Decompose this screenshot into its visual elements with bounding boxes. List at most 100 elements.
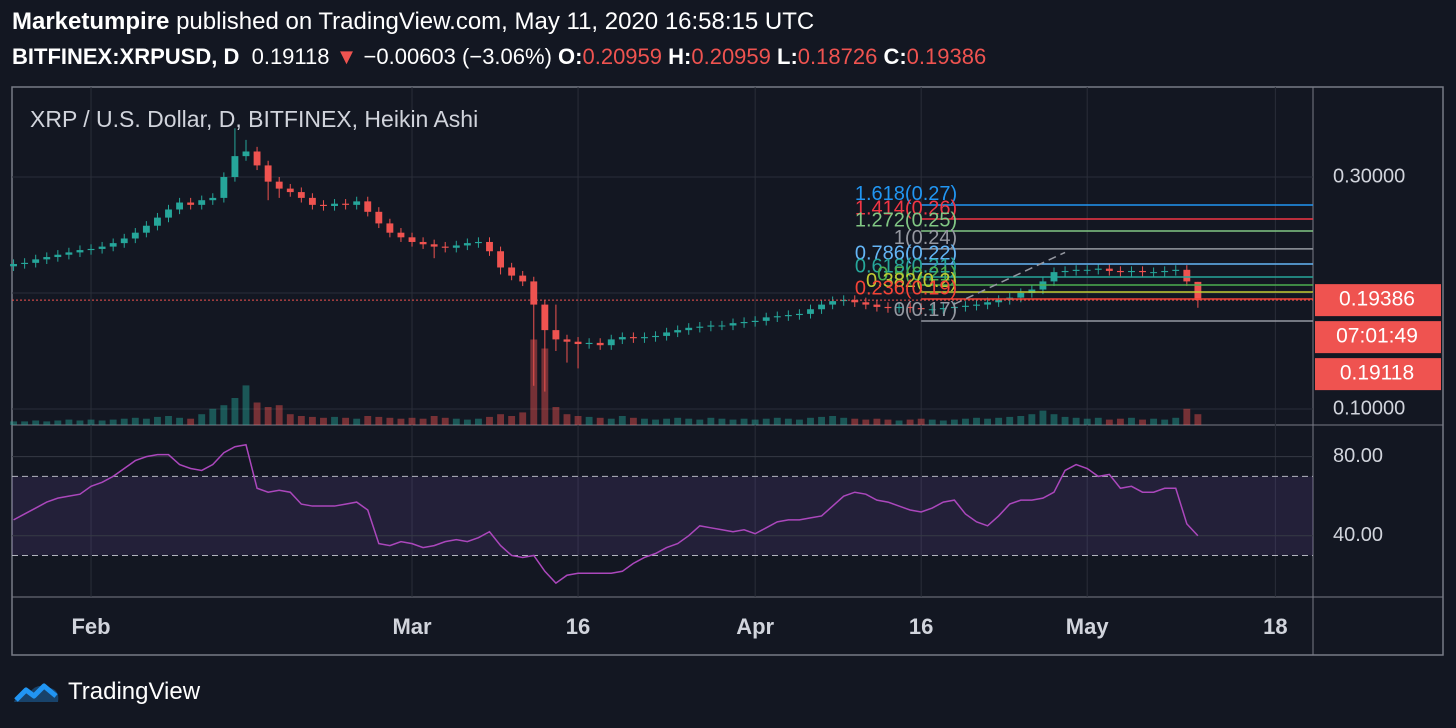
close: 0.19386 bbox=[906, 44, 987, 69]
volume-bar bbox=[486, 416, 493, 425]
candle-body bbox=[452, 245, 460, 248]
candle-body bbox=[652, 335, 659, 338]
published: published on TradingView.com, May 11, 20… bbox=[176, 8, 815, 35]
candle-body bbox=[264, 165, 272, 182]
volume-bar bbox=[242, 385, 250, 425]
candle-body bbox=[862, 302, 870, 305]
volume-bar bbox=[574, 416, 582, 425]
volume-bar bbox=[32, 420, 40, 425]
candle-body bbox=[740, 321, 748, 324]
candle-body bbox=[917, 308, 925, 310]
fib-label: 0.5(0.21) bbox=[877, 263, 957, 285]
change: −0.00603 (−3.06%) bbox=[363, 44, 552, 69]
candle-body bbox=[430, 244, 438, 247]
candle-body bbox=[1105, 268, 1113, 271]
volume-bar bbox=[906, 419, 914, 425]
volume-bar bbox=[342, 417, 350, 425]
volume-bar bbox=[142, 418, 150, 425]
x-tick-label: 16 bbox=[909, 614, 933, 639]
volume-bar bbox=[187, 418, 195, 425]
candle-body bbox=[895, 306, 903, 309]
candle-body bbox=[995, 299, 1003, 303]
candle-body bbox=[962, 305, 969, 307]
candle-body bbox=[154, 217, 161, 226]
volume-bar bbox=[98, 420, 106, 425]
candle-body bbox=[198, 200, 206, 205]
volume-bar bbox=[519, 412, 527, 425]
volume-bar bbox=[353, 418, 361, 425]
volume-bar bbox=[928, 419, 936, 425]
volume-bar bbox=[408, 417, 416, 425]
fib-label: 1.414(0.26) bbox=[855, 197, 957, 219]
volume-bar bbox=[1094, 417, 1102, 425]
candle-body bbox=[840, 299, 848, 302]
candle-body bbox=[408, 237, 416, 242]
l-label: L: bbox=[777, 44, 798, 69]
volume-bar bbox=[331, 416, 338, 425]
candle-body bbox=[364, 201, 372, 212]
footer: TradingView bbox=[12, 674, 200, 710]
volume-bar bbox=[441, 417, 449, 425]
candle-body bbox=[984, 302, 992, 305]
volume-bar bbox=[784, 418, 792, 425]
candle-body bbox=[187, 202, 195, 205]
candle-body bbox=[939, 308, 947, 310]
candle-body bbox=[674, 330, 682, 333]
candle-body bbox=[65, 252, 73, 255]
candle-body bbox=[165, 209, 172, 218]
x-tick-label: 18 bbox=[1263, 614, 1287, 639]
candle-body bbox=[486, 241, 493, 252]
volume-bar bbox=[253, 402, 261, 425]
candle-body bbox=[43, 257, 51, 260]
volume-bar bbox=[54, 420, 62, 425]
fib-label: 0(0.17) bbox=[894, 299, 957, 321]
publish-line: Marketumpire published on TradingView.co… bbox=[12, 8, 814, 36]
volume-bar bbox=[607, 418, 615, 425]
logo bbox=[14, 683, 59, 702]
candle-body bbox=[685, 327, 693, 331]
candle-body bbox=[552, 330, 560, 340]
volume-bar bbox=[475, 418, 482, 425]
volume-bar bbox=[629, 417, 637, 425]
volume-bar bbox=[773, 417, 781, 425]
volume-bar bbox=[873, 418, 881, 425]
author: Marketumpire bbox=[12, 8, 170, 35]
candle-body bbox=[275, 181, 283, 189]
fib-label: 0.382(0.2) bbox=[866, 270, 957, 292]
candle-body bbox=[1139, 270, 1146, 273]
o-label: O: bbox=[558, 44, 583, 69]
low: 0.18726 bbox=[797, 44, 878, 69]
volume-bar bbox=[585, 416, 593, 425]
volume-bar bbox=[1061, 416, 1069, 425]
volume-bar bbox=[729, 419, 737, 425]
candle-body bbox=[541, 304, 549, 331]
fib-label: 1(0.24) bbox=[894, 227, 957, 249]
volume-bar bbox=[43, 421, 51, 425]
candle-body bbox=[10, 264, 17, 267]
volume-bar bbox=[1050, 414, 1058, 425]
volume-bar bbox=[65, 419, 73, 425]
candle-body bbox=[386, 223, 394, 233]
candle-body bbox=[795, 313, 803, 316]
arrow: ▼ bbox=[335, 44, 358, 69]
candle-body bbox=[176, 202, 184, 210]
last-price-box bbox=[1315, 358, 1441, 391]
candle-body bbox=[851, 299, 859, 303]
candle-body bbox=[563, 339, 571, 342]
candle-body bbox=[574, 341, 582, 345]
candle-body bbox=[1183, 269, 1191, 282]
candle-body bbox=[607, 339, 615, 346]
candle-body bbox=[1172, 269, 1180, 271]
candle-body bbox=[1128, 270, 1135, 273]
candle-body bbox=[21, 262, 29, 265]
volume-bar bbox=[895, 420, 903, 425]
volume-bar bbox=[308, 416, 316, 425]
volume-bar bbox=[995, 417, 1003, 425]
volume-bar bbox=[220, 405, 228, 425]
volume-bar bbox=[707, 417, 715, 425]
candle-body bbox=[707, 325, 715, 327]
volume-bar bbox=[198, 414, 206, 425]
candle-body bbox=[729, 323, 737, 326]
candle-body bbox=[530, 281, 538, 305]
candle-body bbox=[109, 243, 117, 247]
